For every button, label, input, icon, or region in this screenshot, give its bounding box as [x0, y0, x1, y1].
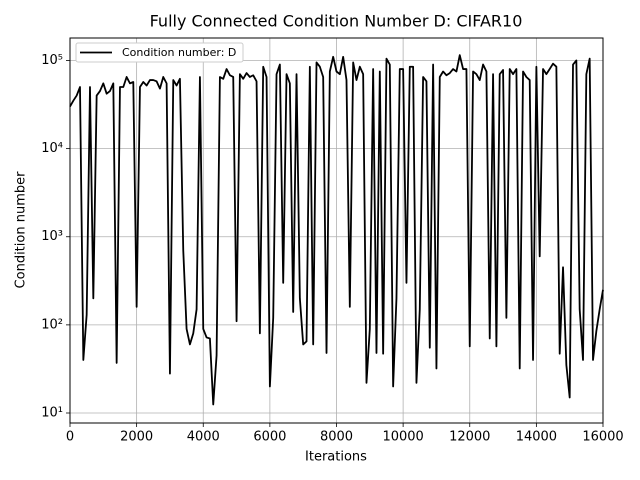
x-tick-label: 14000 [516, 430, 557, 445]
plot-frame [69, 37, 604, 424]
x-tick-label: 12000 [449, 430, 490, 445]
x-tick-label: 16000 [582, 430, 623, 445]
x-tick-label: 2000 [120, 430, 153, 445]
series-line [69, 54, 604, 406]
legend-box [75, 42, 244, 63]
x-tick-label: 6000 [253, 430, 286, 445]
x-tick-label: 4000 [187, 430, 220, 445]
y-tick-label: 10¹ [41, 405, 63, 420]
y-axis-label: Condition number [14, 171, 29, 289]
chart-title: Fully Connected Condition Number D: CIFA… [150, 12, 523, 31]
x-axis-label: Iterations [305, 450, 367, 465]
y-tick-label: 10² [41, 317, 63, 332]
y-tick-label: 10⁵ [41, 53, 63, 68]
legend-label: Condition number: D [122, 46, 236, 59]
x-tick-label: 0 [66, 430, 74, 445]
y-tick-label: 10³ [41, 229, 63, 244]
x-tick-label: 10000 [382, 430, 423, 445]
x-tick-label: 8000 [320, 430, 353, 445]
y-tick-label: 10⁴ [41, 141, 63, 156]
